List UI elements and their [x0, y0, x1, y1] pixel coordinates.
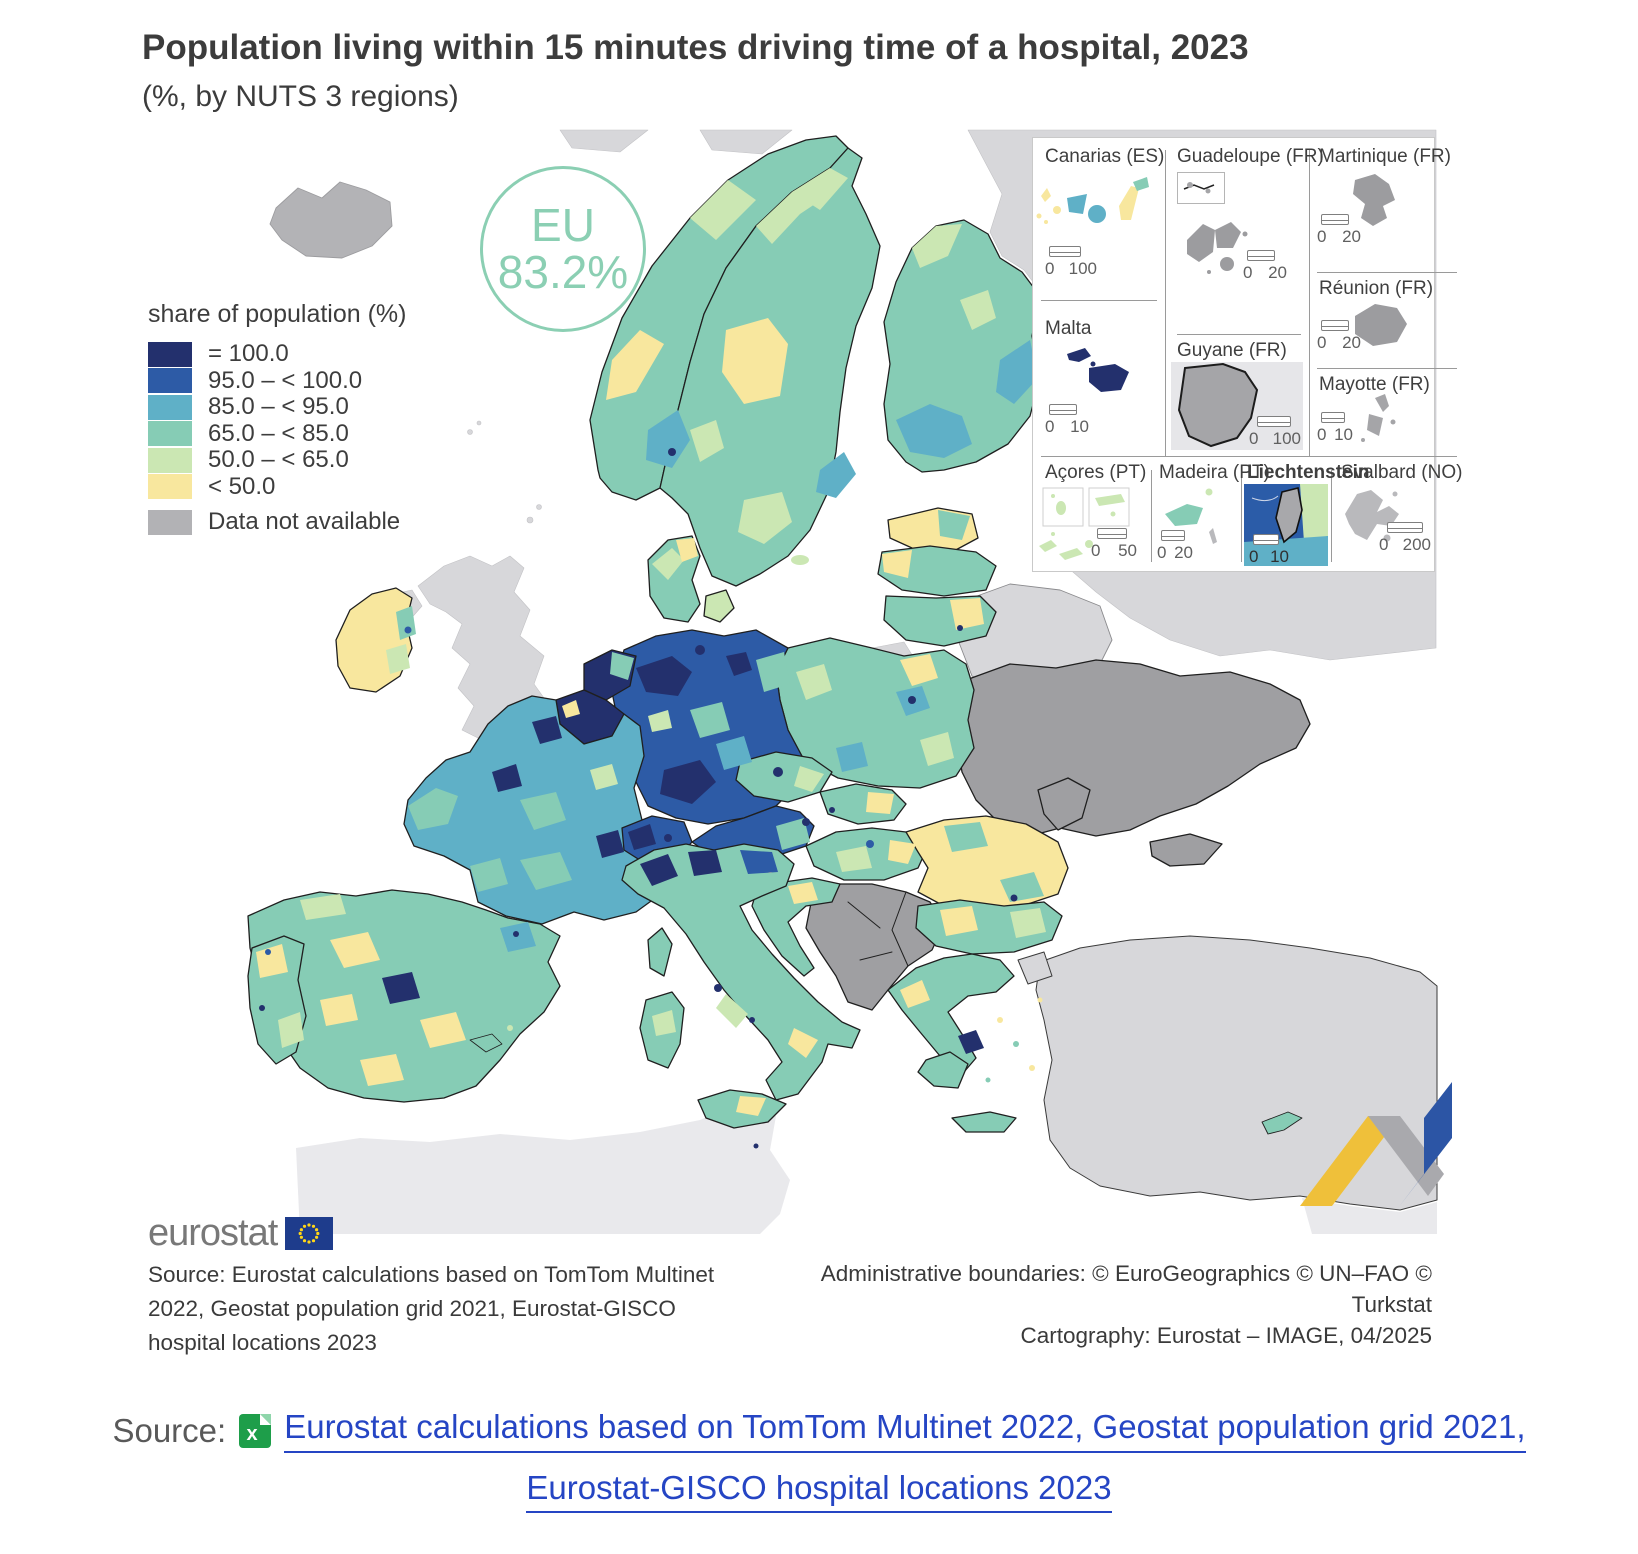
madeira-map — [1165, 488, 1217, 544]
eurostat-logo: eurostat — [148, 1212, 334, 1255]
legend-swatch — [148, 341, 192, 367]
eu-badge-value: 83.2% — [497, 246, 629, 298]
divider — [1041, 300, 1157, 301]
inset-guadeloupe: Guadeloupe (FR) 0 20 — [1165, 138, 1324, 334]
scale-bar — [1049, 404, 1077, 415]
legend-swatch — [148, 394, 192, 420]
acores-map — [1039, 487, 1130, 560]
inset-guyane: Guyane (FR) 0 100 — [1165, 334, 1309, 456]
guadeloupe-map — [1187, 222, 1248, 274]
legend-title: share of population (%) — [148, 300, 407, 328]
scale-bar — [1387, 522, 1423, 533]
overseas-insets-panel: Canarias (ES) 0 100 Malta 0 10 — [1032, 137, 1462, 572]
legend-item: Data not available — [148, 508, 406, 536]
legend-item: = 100.0 — [148, 340, 406, 368]
canarias-map — [1036, 177, 1149, 224]
legend-item: 65.0 – < 85.0 — [148, 420, 406, 448]
legend-item: 50.0 – < 65.0 — [148, 446, 406, 474]
legend-item: 95.0 – < 100.0 — [148, 367, 406, 395]
eurostat-wordmark: eurostat — [148, 1212, 278, 1254]
legend-swatch — [148, 421, 192, 447]
eu-badge-label: EU — [531, 199, 595, 252]
scale-bar — [1321, 412, 1345, 423]
divider — [1151, 470, 1152, 562]
inset-martinique: Martinique (FR) 0 20 — [1309, 138, 1451, 272]
legend-swatch — [148, 368, 192, 394]
inset-svalbard: Svalbard (NO) 0 200 — [1331, 456, 1462, 571]
scale-bar — [1247, 250, 1275, 261]
page-title: Population living within 15 minutes driv… — [142, 28, 1249, 67]
divider — [1331, 470, 1332, 562]
source-link-line1[interactable]: Eurostat calculations based on TomTom Mu… — [284, 1408, 1526, 1453]
mayotte-map — [1361, 394, 1396, 442]
inset-mayotte: Mayotte (FR) 0 10 — [1309, 368, 1434, 456]
inset-canarias: Canarias (ES) 0 100 — [1033, 138, 1165, 300]
inset-malta: Malta 0 10 — [1033, 300, 1165, 456]
divider — [1241, 470, 1242, 562]
svg-text:x: x — [247, 1423, 258, 1445]
legend-swatch — [148, 447, 192, 473]
scale-bar — [1321, 320, 1349, 331]
source-link-line2[interactable]: Eurostat-GISCO hospital locations 2023 — [526, 1469, 1112, 1513]
divider — [1177, 334, 1301, 335]
divider — [1309, 150, 1310, 456]
scale-bar — [1257, 416, 1291, 427]
divider — [1317, 272, 1457, 273]
eu-average-badge: EU 83.2% — [480, 166, 646, 332]
legend: share of population (%) = 100.0 95.0 – <… — [148, 300, 406, 536]
eu-flag-icon — [285, 1217, 334, 1250]
legend-swatch — [148, 509, 192, 535]
map-source-note: Source: Eurostat calculations based on T… — [148, 1262, 715, 1355]
page-subtitle: (%, by NUTS 3 regions) — [142, 80, 459, 113]
guyane-map — [1171, 362, 1303, 450]
martinique-map — [1353, 174, 1395, 226]
inset-acores: Açores (PT) 0 50 — [1033, 456, 1151, 571]
bottom-source: Source: x Eurostat calculations based on… — [0, 1408, 1638, 1513]
legend-item: 85.0 – < 95.0 — [148, 393, 406, 421]
malta-map — [1067, 348, 1129, 392]
reunion-map — [1355, 304, 1407, 346]
scale-bar — [1097, 528, 1127, 539]
scale-bar — [1321, 214, 1349, 225]
divider — [1165, 150, 1166, 456]
inset-reunion: Réunion (FR) 0 20 — [1309, 272, 1434, 368]
admin-boundaries-note: Administrative boundaries: © EuroGeograp… — [820, 1261, 1432, 1349]
source-prefix: Source: — [112, 1411, 227, 1449]
divider — [1041, 456, 1457, 457]
inset-liechtenstein: Liechtenstein 0 10 — [1241, 456, 1369, 571]
liechtenstein-map — [1244, 484, 1328, 566]
legend-item: < 50.0 — [148, 473, 406, 501]
excel-file-icon[interactable]: x — [238, 1413, 272, 1449]
legend-swatch — [148, 474, 192, 500]
inset-madeira: Madeira (PT) 0 20 — [1151, 456, 1270, 571]
scale-bar — [1253, 534, 1279, 545]
divider — [1317, 368, 1457, 369]
scale-bar — [1049, 246, 1081, 257]
scale-bar — [1161, 530, 1185, 541]
guadeloupe-mini-inset — [1177, 172, 1225, 204]
